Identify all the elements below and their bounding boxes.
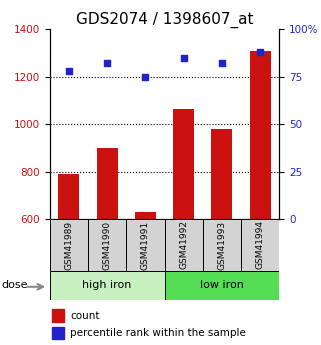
Point [143, 74, 148, 79]
Bar [58, 174, 79, 219]
Bar [164, 271, 279, 300]
Title: GDS2074 / 1398607_at: GDS2074 / 1398607_at [76, 12, 253, 28]
Bar [88, 219, 126, 271]
Text: dose: dose [2, 280, 28, 290]
Bar [135, 212, 156, 219]
Text: GSM41989: GSM41989 [65, 220, 74, 269]
Text: GSM41990: GSM41990 [103, 220, 112, 269]
Bar [50, 219, 88, 271]
Bar [241, 219, 279, 271]
Text: percentile rank within the sample: percentile rank within the sample [70, 328, 246, 338]
Text: GSM41992: GSM41992 [179, 220, 188, 269]
Point [181, 55, 186, 61]
Text: GSM41993: GSM41993 [217, 220, 226, 269]
Bar [250, 51, 271, 219]
Point [257, 49, 263, 55]
Text: low iron: low iron [200, 280, 244, 290]
Point [219, 61, 224, 66]
Text: count: count [70, 311, 100, 321]
Bar [173, 109, 194, 219]
Bar [50, 271, 164, 300]
Bar [203, 219, 241, 271]
Point [66, 68, 72, 74]
Bar [126, 219, 164, 271]
Text: high iron: high iron [82, 280, 132, 290]
Text: GSM41991: GSM41991 [141, 220, 150, 269]
Bar [164, 219, 203, 271]
Point [105, 61, 110, 66]
Bar [52, 327, 64, 339]
Bar [97, 148, 118, 219]
Bar [211, 129, 232, 219]
Text: GSM41994: GSM41994 [256, 220, 265, 269]
Bar [52, 309, 64, 322]
